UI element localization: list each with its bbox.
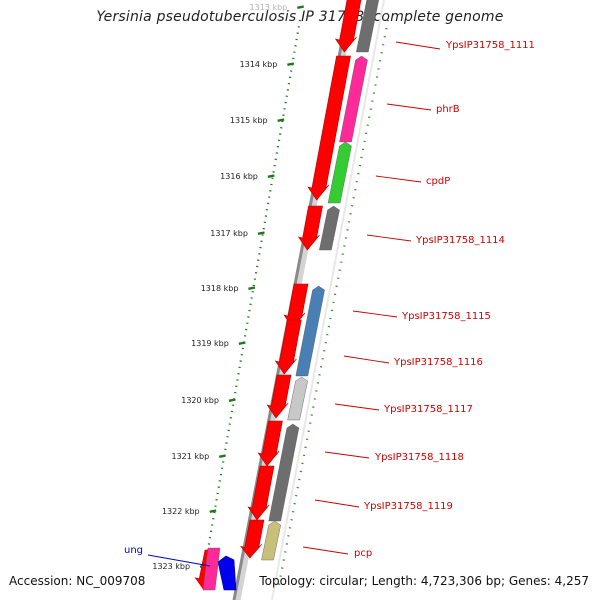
tick-label: 1322 kbp [162, 507, 200, 516]
label-connector [314, 499, 360, 508]
tick-mark [267, 174, 275, 178]
label-connector [343, 355, 390, 364]
gene-label: YpsIP31758_1111 [445, 40, 535, 51]
gene-block [268, 423, 300, 522]
gene-label: ung [124, 545, 143, 556]
cds-arrow [240, 519, 265, 559]
label-connector [302, 546, 349, 555]
gene-block [287, 376, 308, 421]
tick-label: 1320 kbp [181, 396, 219, 405]
cds-arrow [297, 205, 323, 251]
cds-arrow [266, 374, 292, 419]
label-connector [352, 310, 398, 318]
label-connector [395, 41, 441, 50]
label-connector [386, 103, 432, 111]
tick-label: 1321 kbp [172, 452, 210, 461]
gene-label: YpsIP31758_1116 [393, 357, 483, 368]
tick-label: 1318 kbp [201, 284, 239, 293]
tick-mark [218, 454, 226, 458]
gene-block [202, 547, 221, 591]
cds-arrow [334, 0, 362, 53]
gene-block [339, 55, 368, 143]
tick-mark [228, 398, 236, 402]
gene-block [295, 285, 325, 377]
tick-mark [238, 341, 246, 345]
cds-arrow-reverse [217, 555, 237, 591]
label-connector [366, 234, 412, 242]
label-connector [375, 175, 422, 183]
accession-text: Accession: NC_009708 [9, 574, 146, 588]
tick-mark [209, 509, 217, 513]
cds-arrow [257, 420, 283, 467]
tick-label: 1315 kbp [230, 116, 268, 125]
gene-label: YpsIP31758_1119 [363, 501, 453, 512]
gene-label: phrB [436, 104, 460, 115]
gene-group: YpsIP31758_1111 phrB cpdP YpsIP31758_1114 Yp… [124, 0, 535, 591]
cds-arrow [307, 55, 351, 201]
cds-arrow [247, 465, 275, 521]
gene-block [327, 141, 352, 204]
gene-label: YpsIP31758_1114 [415, 235, 505, 246]
map-title: Yersinia pseudotuberculosis IP 31758, co… [96, 9, 504, 25]
tick-mark [277, 118, 285, 122]
gene-block [261, 520, 281, 561]
gene-block [319, 205, 340, 251]
label-connector [324, 451, 370, 459]
tick-label: 1316 kbp [220, 172, 258, 181]
gene-label: pcp [354, 548, 372, 559]
tick-label: 1313 kbp [250, 3, 288, 12]
label-connector [334, 403, 380, 411]
tick-mark [248, 286, 256, 290]
tick-label: 1323 kbp [152, 562, 190, 571]
tick-mark [287, 62, 295, 66]
tick-label: 1314 kbp [240, 60, 278, 69]
cds-arrow [274, 319, 302, 375]
tick-mark [257, 231, 265, 235]
gene-label: YpsIP31758_1115 [401, 311, 491, 322]
gene-block [356, 0, 379, 53]
genome-summary: Topology: circular; Length: 4,723,306 bp… [259, 574, 589, 588]
tick-group: 1313 kbp 1314 kbp 1315 kbp 1316 kbp 1317 kbp… [152, 3, 304, 571]
tick-label: 1317 kbp [210, 229, 248, 238]
gene-label: cpdP [426, 176, 450, 187]
label-connector [147, 554, 211, 567]
gene-label: YpsIP31758_1117 [383, 404, 473, 415]
tick-mark [297, 5, 304, 9]
gene-label: YpsIP31758_1118 [374, 452, 464, 463]
tick-label: 1319 kbp [191, 339, 229, 348]
